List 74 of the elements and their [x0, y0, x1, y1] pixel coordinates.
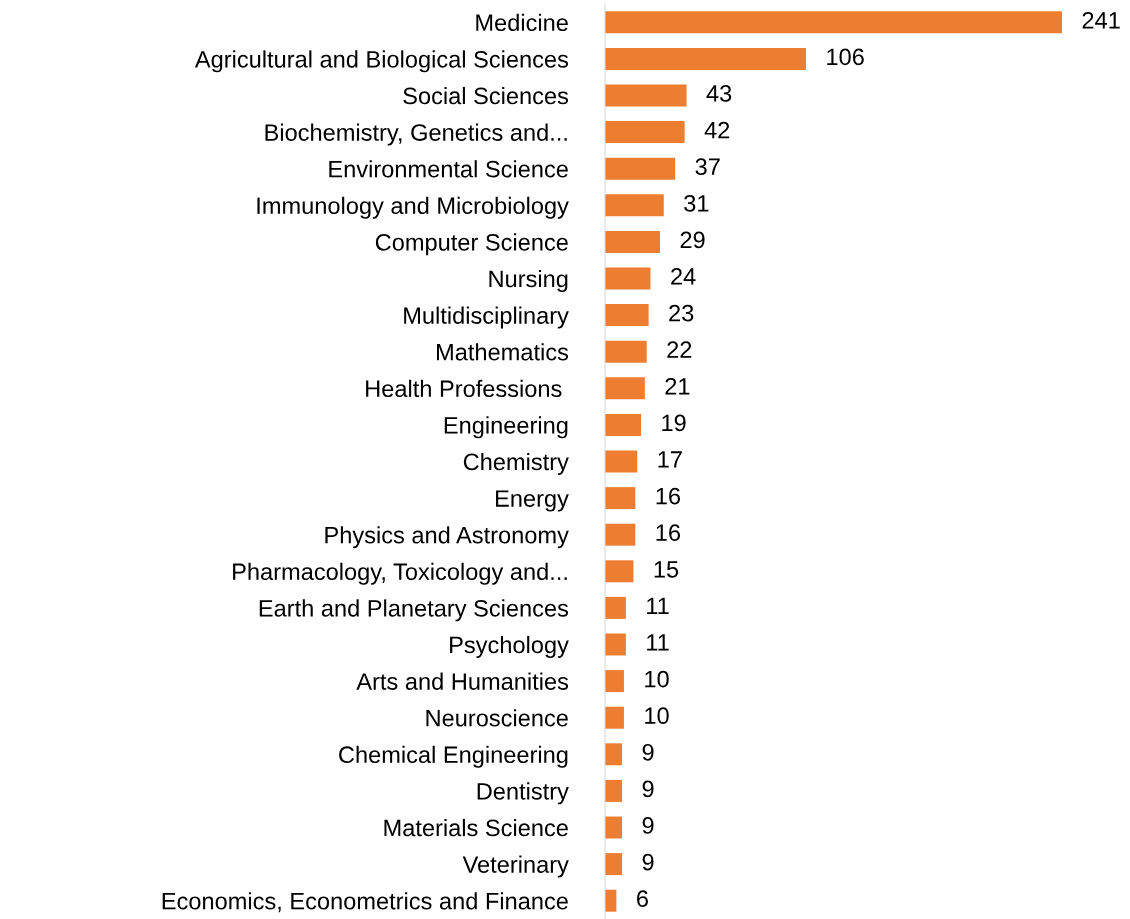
data-label: 43 — [706, 85, 732, 102]
bar — [605, 743, 623, 766]
data-label: 16 — [656, 487, 681, 505]
y-tick-label: Chemistry — [463, 452, 569, 475]
data-label: 241 — [1082, 11, 1120, 29]
data-label: 6 — [637, 890, 648, 908]
bar — [605, 413, 642, 436]
bar — [605, 377, 645, 400]
bar — [605, 633, 626, 656]
y-tick-label: Multidisciplinary — [404, 306, 569, 329]
data-label: 17 — [658, 451, 682, 468]
data-label: 42 — [704, 121, 730, 139]
data-label: 106 — [827, 48, 864, 66]
y-tick-label: Health Professions — [366, 379, 562, 398]
y-tick-label: Neuroscience — [426, 709, 568, 727]
bar — [605, 194, 664, 217]
y-tick-label: Energy — [496, 490, 569, 512]
y-tick-label: Computer Science — [375, 233, 568, 256]
y-tick-label: Agricultural and Biological Sciences — [194, 50, 569, 73]
y-tick-label: Nursing — [489, 269, 568, 292]
y-tick-label: Chemical Engineering — [339, 745, 568, 768]
bar — [605, 706, 624, 729]
data-label: 31 — [684, 194, 709, 212]
bar — [605, 230, 660, 253]
y-tick-label: Engineering — [444, 416, 568, 439]
y-tick-label: Arts and Humanities — [356, 672, 569, 690]
data-label: 10 — [645, 670, 669, 688]
y-tick-label: Environmental Science — [329, 160, 568, 178]
bar — [605, 670, 624, 693]
bar — [605, 560, 634, 583]
y-tick-label: Medicine — [476, 13, 568, 32]
data-label: 23 — [669, 304, 694, 322]
data-label: 9 — [642, 817, 654, 834]
y-tick-label: Psychology — [450, 635, 569, 658]
y-tick-label: Economics, Econometrics and Finance — [162, 892, 568, 913]
data-label: 10 — [645, 707, 669, 725]
y-tick-label: Materials Science — [384, 818, 568, 837]
data-label: 24 — [671, 268, 696, 285]
bar — [605, 596, 626, 619]
bar — [605, 121, 685, 144]
bar — [605, 340, 647, 363]
bar — [605, 84, 687, 107]
bar — [605, 779, 623, 802]
data-label: 16 — [656, 524, 681, 542]
y-tick-label: Dentistry — [477, 782, 569, 805]
bar — [605, 157, 676, 180]
data-label: 11 — [647, 597, 669, 615]
y-tick-label: Immunology and Microbiology — [257, 196, 569, 219]
data-label: 9 — [642, 743, 654, 761]
data-label: 29 — [680, 231, 705, 249]
data-label: 11 — [647, 634, 669, 651]
bar — [605, 304, 649, 327]
bar — [605, 816, 623, 839]
data-label: 37 — [695, 158, 720, 176]
bar — [605, 487, 636, 510]
bar — [605, 523, 636, 546]
y-tick-label: Earth and Planetary Sciences — [259, 599, 569, 622]
y-tick-label: Biochemistry, Genetics and... — [265, 123, 567, 146]
y-tick-label: Pharmacology, Toxicology and... — [233, 562, 567, 585]
y-tick-label: Mathematics — [437, 343, 569, 361]
bar — [605, 47, 806, 70]
bar — [605, 11, 1062, 34]
data-label: 22 — [667, 341, 692, 358]
data-label: 19 — [662, 414, 686, 432]
y-tick-label: Veterinary — [462, 855, 569, 878]
data-label: 9 — [642, 853, 654, 871]
bar — [605, 853, 623, 876]
bar — [605, 450, 638, 473]
y-tick-label: Physics and Astronomy — [325, 526, 569, 549]
data-label: 15 — [654, 561, 679, 578]
bar — [605, 267, 651, 290]
y-tick-label: Social Sciences — [403, 86, 569, 105]
data-label: 21 — [665, 377, 690, 395]
data-label: 9 — [642, 780, 654, 798]
